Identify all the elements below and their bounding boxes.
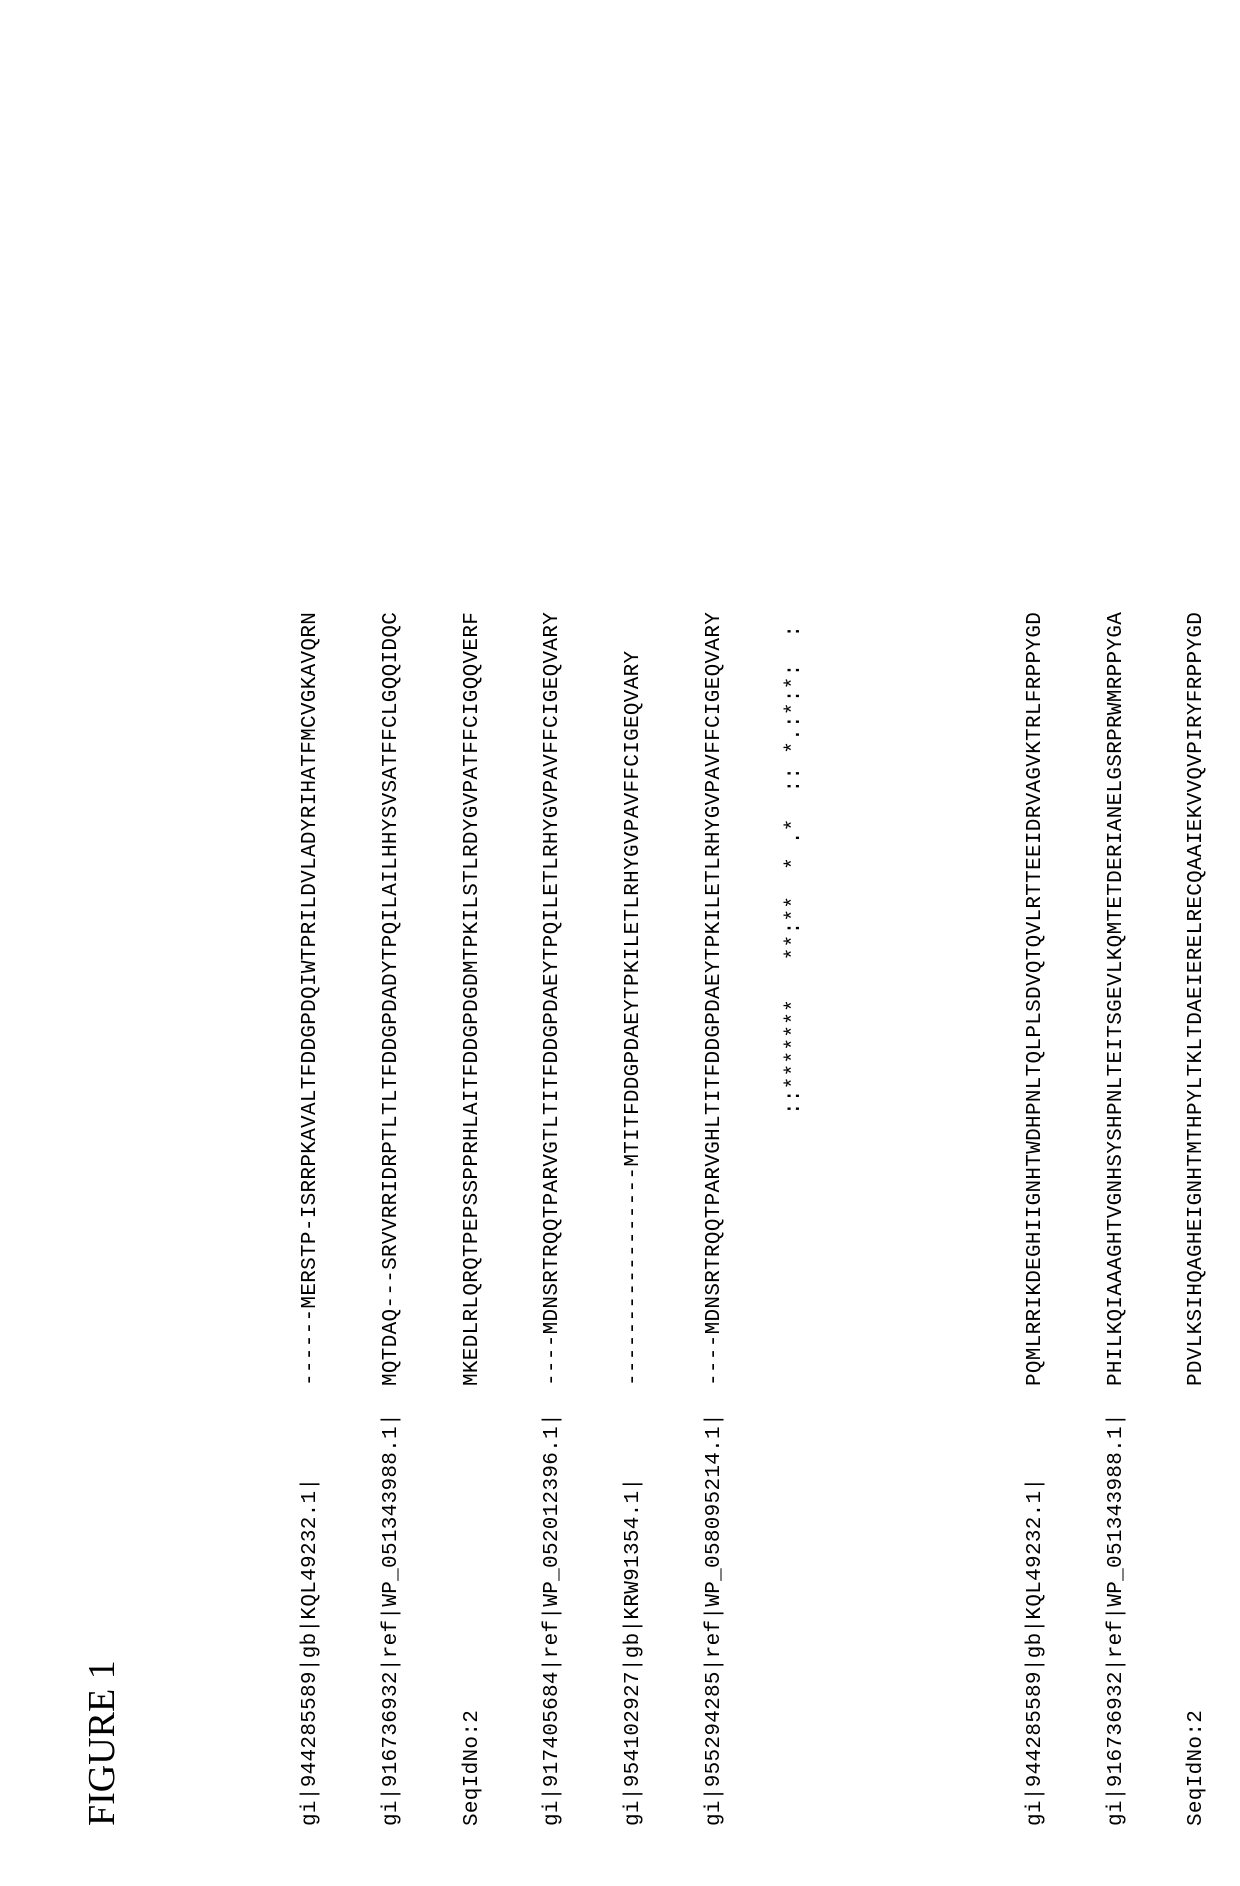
alignment-row: gi|954102927|gb|KRW91354.1|-------------… xyxy=(621,60,648,1826)
sequence-label: gi|944285589|gb|KQL49232.1| xyxy=(298,1386,325,1826)
sequence-text: -----------------MTITFDDGPDAEYTPKILETLRH… xyxy=(621,60,648,1386)
consensus-row: ::******* **:** * .* :: *.:*:*: : xyxy=(782,60,809,1826)
sequence-text: ----MDNSRTRQQTPARVGTLTITFDDGPDAEYTPQILET… xyxy=(540,60,567,1386)
sequence-label: gi|916736932|ref|WP_051343988.1| xyxy=(1104,1386,1131,1826)
alignment-row: SeqIdNo:2PDVLKSIHQAGHEIGNHTMTHPYLTKLTDAE… xyxy=(1184,60,1211,1826)
alignment-block-2: gi|944285589|gb|KQL49232.1|PQMLRRIKDEGHI… xyxy=(969,60,1240,1826)
sequence-text: PHILKQIAAAGHTVGNHSYSHPNLTEITSGEVLKQMTETD… xyxy=(1104,60,1131,1386)
sequence-label: SeqIdNo:2 xyxy=(1184,1386,1211,1826)
alignment-block-1: gi|944285589|gb|KQL49232.1|------MERSTP-… xyxy=(245,60,863,1826)
sequence-text: ------MERSTP-ISRRPKAVALTFDDGPDQIWTPRILDV… xyxy=(298,60,325,1386)
alignment-row: gi|916736932|ref|WP_051343988.1|PHILKQIA… xyxy=(1104,60,1131,1826)
alignment-row: SeqIdNo:2MKEDLRLQRQTPEPSSPPRHLAITFDDGPDG… xyxy=(460,60,487,1826)
sequence-label: gi|955294285|ref|WP_058095214.1| xyxy=(702,1386,729,1826)
sequence-label: gi|916736932|ref|WP_051343988.1| xyxy=(379,1386,406,1826)
alignment-row: gi|916736932|ref|WP_051343988.1|MQTDAQ--… xyxy=(379,60,406,1826)
alignment-row: gi|944285589|gb|KQL49232.1|PQMLRRIKDEGHI… xyxy=(1023,60,1050,1826)
consensus-label xyxy=(782,1386,809,1826)
alignment-row: gi|917405684|ref|WP_052012396.1|----MDNS… xyxy=(540,60,567,1826)
figure-title: FIGURE 1 xyxy=(80,60,124,1826)
consensus-text: ::******* **:** * .* :: *.:*:*: : xyxy=(782,60,809,1386)
sequence-text: MQTDAQ---SRVVRRIDRPTLTLTFDDGPDADYTPQILAI… xyxy=(379,60,406,1386)
sequence-alignment: gi|944285589|gb|KQL49232.1|------MERSTP-… xyxy=(164,60,1240,1826)
sequence-label: gi|954102927|gb|KRW91354.1| xyxy=(621,1386,648,1826)
alignment-row: gi|944285589|gb|KQL49232.1|------MERSTP-… xyxy=(298,60,325,1826)
sequence-label: SeqIdNo:2 xyxy=(460,1386,487,1826)
sequence-text: PDVLKSIHQAGHEIGNHTMTHPYLTKLTDAEIERELRECQ… xyxy=(1184,60,1211,1386)
sequence-label: gi|944285589|gb|KQL49232.1| xyxy=(1023,1386,1050,1826)
sequence-text: MKEDLRLQRQTPEPSSPPRHLAITFDDGPDGDMTPKILST… xyxy=(460,60,487,1386)
sequence-label: gi|917405684|ref|WP_052012396.1| xyxy=(540,1386,567,1826)
alignment-row: gi|955294285|ref|WP_058095214.1|----MDNS… xyxy=(702,60,729,1826)
sequence-text: ----MDNSRTRQQTPARVGHLTITFDDGPDAEYTPKILET… xyxy=(702,60,729,1386)
sequence-text: PQMLRRIKDEGHIIGNHTWDHPNLTQLPLSDVQTQVLRTT… xyxy=(1023,60,1050,1386)
